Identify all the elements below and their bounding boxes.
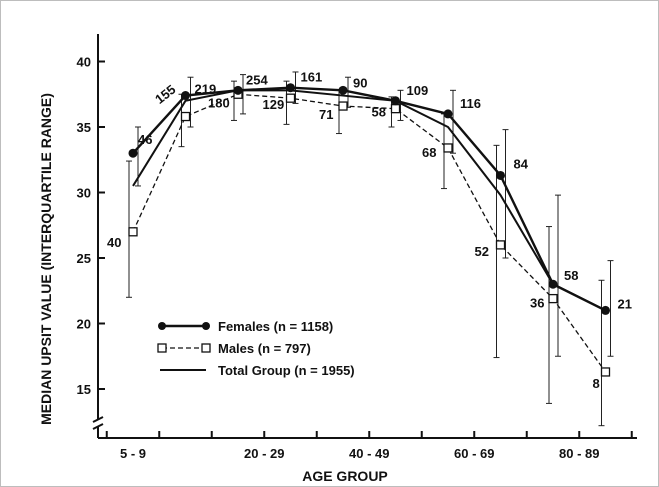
females-point	[548, 279, 558, 289]
error-bars	[126, 71, 614, 427]
legend: Females (n = 1158) Males (n = 797) Total G…	[157, 319, 355, 378]
females-point	[181, 91, 190, 101]
females-n-label: 254	[246, 72, 268, 87]
legend-males-marker	[157, 343, 167, 353]
x-tick-label: 5 - 9	[120, 446, 146, 461]
females-point	[128, 148, 138, 158]
females-line	[132, 86, 607, 312]
males-point	[180, 111, 191, 122]
males-point	[390, 104, 401, 114]
females-n-label: 21	[618, 296, 632, 311]
males-point	[443, 143, 453, 153]
y-tick-label: 20	[77, 317, 91, 332]
males-point	[548, 293, 558, 304]
females-n-label: 90	[353, 75, 367, 90]
females-point	[391, 96, 400, 106]
y-tick-label: 35	[77, 120, 91, 135]
axis-break-mark	[92, 416, 104, 430]
males-n-label: 68	[422, 145, 436, 160]
females-point	[286, 83, 295, 93]
females-point	[443, 109, 453, 119]
legend-label: Males (n = 797)	[218, 341, 311, 356]
females-n-label: 46	[138, 132, 152, 147]
x-axis-title: AGE GROUP	[302, 468, 388, 484]
females-n-label: 84	[514, 156, 529, 171]
females-n-label: 58	[564, 268, 578, 283]
females-point	[338, 85, 348, 95]
y-tick-label: 30	[77, 186, 91, 201]
females-n-label: 161	[301, 70, 323, 85]
males-n-label: 52	[475, 244, 489, 259]
females-point	[233, 85, 243, 95]
females-n-label: 116	[460, 96, 481, 111]
x-tick-label: 20 - 29	[244, 446, 284, 461]
males-n-label: 155	[152, 82, 178, 107]
males-point	[285, 93, 296, 103]
males-n-label: 36	[530, 296, 544, 311]
series-markers	[128, 83, 611, 377]
y-tick-label: 15	[77, 382, 91, 397]
y-tick-label: 40	[77, 55, 91, 70]
x-tick-label: 80 - 89	[559, 446, 599, 461]
males-point	[495, 240, 506, 250]
legend-males-marker	[201, 343, 211, 353]
total-group-line	[132, 89, 606, 312]
males-line	[132, 93, 607, 373]
legend-label: Total Group (n = 1955)	[218, 363, 355, 378]
x-tick-label: 60 - 69	[454, 446, 494, 461]
legend-females-marker	[158, 322, 166, 330]
y-tick-label: 25	[77, 251, 91, 266]
females-n-label: 219	[195, 82, 217, 97]
x-tick-label: 40 - 49	[349, 446, 389, 461]
males-point	[128, 227, 138, 237]
males-n-label: 58	[372, 105, 386, 120]
series-lines	[132, 86, 607, 373]
males-n-label: 8	[593, 376, 600, 391]
males-point	[600, 367, 611, 377]
males-n-label: 71	[319, 107, 333, 122]
males-n-label: 180	[208, 95, 230, 110]
legend-females-marker	[202, 322, 210, 330]
males-n-label: 40	[107, 235, 121, 250]
axes: 15 20 25 30 35 40 5 - 9 20 - 29 40 - 49 60 - 69 80…	[77, 34, 637, 461]
males-n-label: 129	[263, 97, 285, 112]
legend-label: Females (n = 1158)	[218, 319, 333, 334]
males-point	[338, 101, 348, 111]
females-point	[496, 170, 505, 180]
y-axis-title: MEDIAN UPSIT VALUE (INTERQUARTILE RANGE)	[38, 93, 54, 425]
females-point	[601, 305, 610, 315]
females-n-label: 109	[407, 83, 429, 98]
